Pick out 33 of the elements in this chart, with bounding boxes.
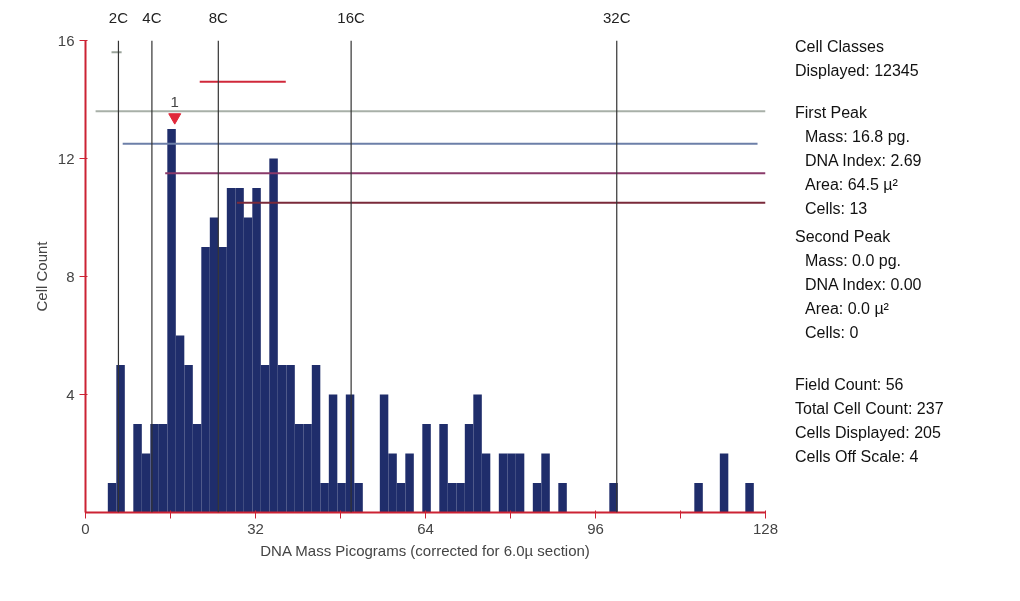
text: Mass: 0.0 pg.: [805, 251, 903, 271]
text: Cells Displayed: 205: [795, 423, 942, 443]
text: Mass: 16.8 pg.: [805, 127, 911, 147]
y-tick-label: 4: [66, 385, 75, 403]
text: Cells: 13: [805, 199, 869, 219]
y-tick-label: 12: [57, 149, 75, 167]
x-tick-label: 0: [81, 519, 90, 537]
text: Area: 64.5 µ²: [805, 175, 899, 195]
text: Cells: 0: [805, 323, 860, 343]
annotation: 1: [170, 93, 179, 111]
x-tick-label: 128: [752, 519, 779, 537]
text: Total Cell Count: 237: [795, 399, 944, 419]
text: DNA Index: 2.69: [805, 151, 923, 171]
x-axis-title: DNA Mass Picograms (corrected for 6.0µ section): [260, 541, 590, 559]
y-tick-label: 16: [57, 31, 75, 49]
x-tick-label: 32: [247, 519, 264, 537]
text: Second Peak: [795, 227, 892, 247]
text: Displayed: 12345: [795, 61, 920, 81]
ref-line-label: 16C: [337, 9, 366, 26]
text: First Peak: [795, 103, 868, 123]
y-tick-label: 8: [66, 267, 75, 285]
ref-line-label: 4C: [142, 9, 162, 26]
ref-line-label: 8C: [208, 9, 229, 26]
text: Field Count: 56: [795, 375, 905, 395]
ref-line-label: 32C: [602, 9, 631, 26]
text: Cell Classes: [795, 37, 885, 57]
x-tick-label: 96: [587, 519, 604, 537]
text: DNA Index: 0.00: [805, 275, 923, 295]
text: Area: 0.0 µ²: [805, 299, 890, 319]
x-tick-label: 64: [417, 519, 434, 537]
ref-line-label: 2C: [108, 9, 129, 26]
text: Cells Off Scale: 4: [795, 447, 920, 467]
y-axis-title: Cell Count: [32, 240, 50, 312]
